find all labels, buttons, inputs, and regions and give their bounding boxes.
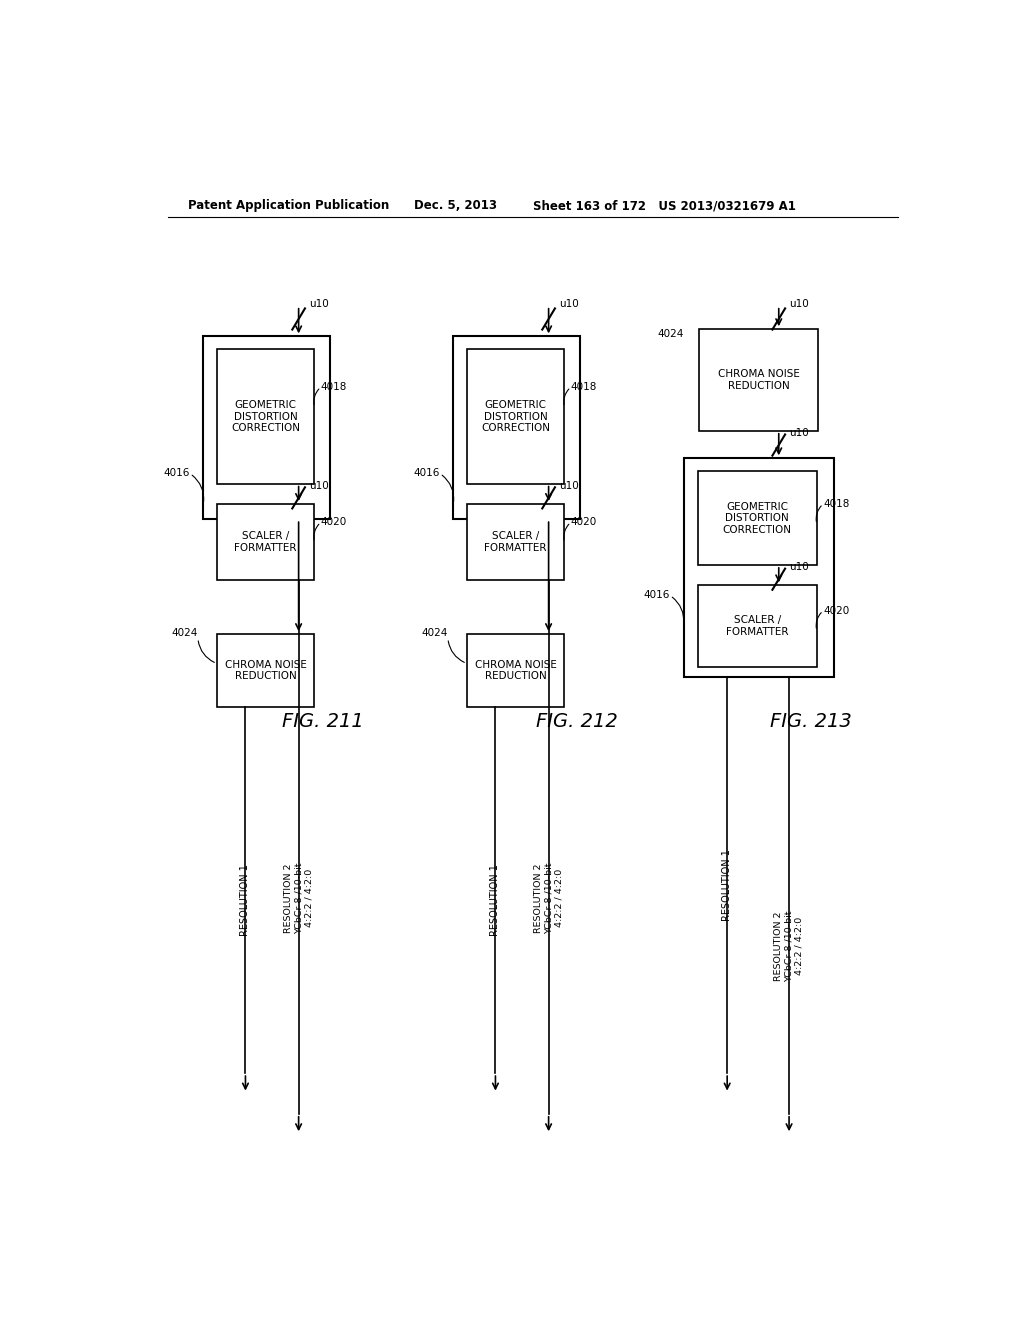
Text: u10: u10 [559, 298, 579, 309]
Text: u10: u10 [309, 480, 329, 491]
Text: FIG. 212: FIG. 212 [536, 713, 617, 731]
Text: GEOMETRIC
DISTORTION
CORRECTION: GEOMETRIC DISTORTION CORRECTION [481, 400, 550, 433]
Text: GEOMETRIC
DISTORTION
CORRECTION: GEOMETRIC DISTORTION CORRECTION [231, 400, 300, 433]
Text: CHROMA NOISE
REDUCTION: CHROMA NOISE REDUCTION [718, 370, 800, 391]
Text: 4016: 4016 [164, 469, 189, 478]
Bar [204, 337, 331, 519]
Bar [217, 504, 314, 581]
Text: 4018: 4018 [570, 381, 597, 392]
Text: 4016: 4016 [414, 469, 440, 478]
Text: GEOMETRIC
DISTORTION
CORRECTION: GEOMETRIC DISTORTION CORRECTION [723, 502, 792, 535]
Text: CHROMA NOISE
REDUCTION: CHROMA NOISE REDUCTION [475, 660, 557, 681]
Text: 4016: 4016 [644, 590, 670, 601]
Bar [217, 350, 314, 483]
Text: RESOLUTION 2
YCbCr 8 /10-bit
4:2:2 / 4:2:0: RESOLUTION 2 YCbCr 8 /10-bit 4:2:2 / 4:2… [284, 862, 313, 933]
Text: FIG. 211: FIG. 211 [282, 713, 364, 731]
Text: RESOLUTION 2
YCbCr 8 /10-bit
4:2:2 / 4:2:0: RESOLUTION 2 YCbCr 8 /10-bit 4:2:2 / 4:2… [534, 862, 563, 933]
Bar [467, 634, 564, 708]
Bar [454, 337, 581, 519]
Bar [699, 329, 818, 430]
Text: RESOLUTION 2
YCbCr 8 /10-bit
4:2:2 / 4:2:0: RESOLUTION 2 YCbCr 8 /10-bit 4:2:2 / 4:2… [774, 911, 804, 982]
Text: 4024: 4024 [171, 628, 198, 638]
Text: RESOLUTION 1: RESOLUTION 1 [241, 865, 251, 936]
Text: u10: u10 [790, 298, 809, 309]
Text: RESOLUTION 1: RESOLUTION 1 [490, 865, 501, 936]
Text: FIG. 213: FIG. 213 [770, 713, 851, 731]
Text: RESOLUTION 1: RESOLUTION 1 [722, 849, 732, 921]
Text: 4018: 4018 [321, 381, 347, 392]
Text: CHROMA NOISE
REDUCTION: CHROMA NOISE REDUCTION [224, 660, 306, 681]
Bar [467, 504, 564, 581]
Text: u10: u10 [309, 298, 329, 309]
Text: 4020: 4020 [321, 517, 347, 527]
Text: SCALER /
FORMATTER: SCALER / FORMATTER [726, 615, 788, 636]
Text: 4024: 4024 [657, 329, 684, 339]
Text: SCALER /
FORMATTER: SCALER / FORMATTER [484, 531, 547, 553]
Text: SCALER /
FORMATTER: SCALER / FORMATTER [234, 531, 297, 553]
Bar [467, 350, 564, 483]
Bar [697, 585, 817, 667]
Text: 4020: 4020 [570, 517, 597, 527]
Text: 4020: 4020 [823, 606, 850, 615]
Text: u10: u10 [559, 480, 579, 491]
Text: u10: u10 [790, 428, 809, 438]
Bar [217, 634, 314, 708]
Text: Patent Application Publication: Patent Application Publication [187, 199, 389, 213]
Text: Sheet 163 of 172   US 2013/0321679 A1: Sheet 163 of 172 US 2013/0321679 A1 [532, 199, 796, 213]
Text: u10: u10 [790, 562, 809, 572]
Bar [684, 458, 835, 677]
Text: 4018: 4018 [823, 499, 850, 510]
Text: 4024: 4024 [422, 628, 447, 638]
Bar [697, 471, 817, 565]
Text: Dec. 5, 2013: Dec. 5, 2013 [414, 199, 497, 213]
